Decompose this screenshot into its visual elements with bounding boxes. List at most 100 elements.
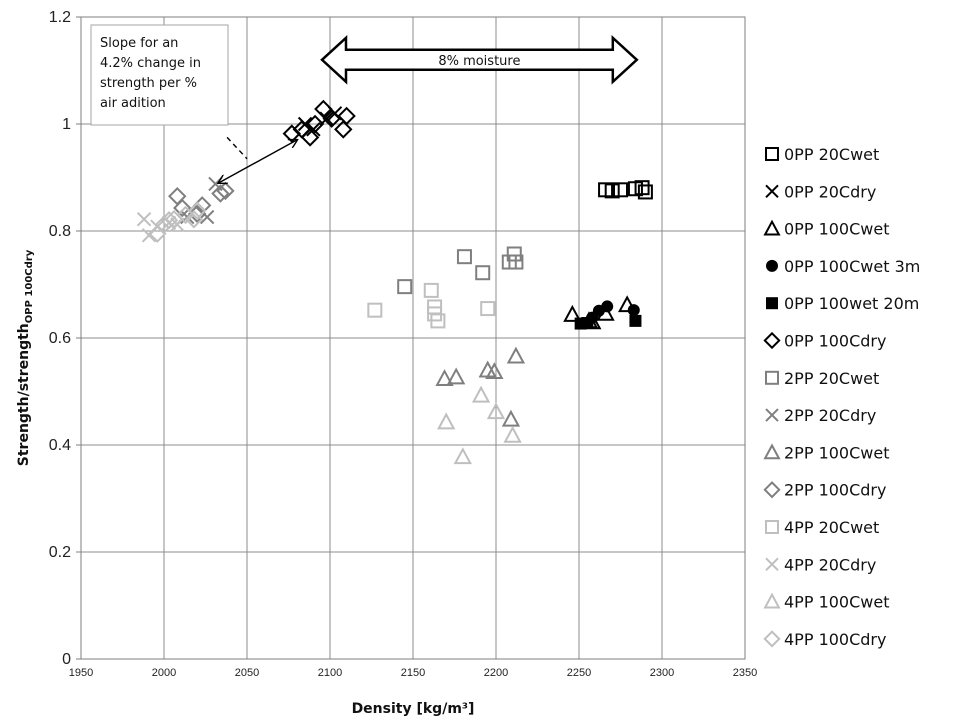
legend-label: 4PP 20Cwet bbox=[784, 518, 879, 537]
data-point bbox=[187, 204, 207, 224]
data-point bbox=[627, 304, 640, 317]
x-tick-label: 2300 bbox=[650, 667, 674, 679]
legend-marker bbox=[763, 630, 781, 648]
legend-entry: 0PP 20Cwet bbox=[765, 145, 879, 164]
legend-marker bbox=[763, 219, 781, 236]
data-point bbox=[506, 246, 522, 262]
y-axis-title-main: Strength/strength bbox=[16, 323, 32, 466]
data-point bbox=[173, 198, 192, 218]
series-0pp-100cdry bbox=[282, 99, 356, 147]
legend-label: 0PP 100Cwet bbox=[784, 220, 889, 239]
data-point bbox=[216, 181, 235, 201]
y-tick-label: 0.2 bbox=[49, 544, 71, 561]
legend-label: 2PP 100Cdry bbox=[784, 481, 886, 500]
legend-entry: 0PP 100Cwet 3m bbox=[766, 257, 920, 276]
data-point bbox=[305, 114, 325, 134]
series-2pp-100cwet bbox=[435, 346, 526, 427]
data-point bbox=[367, 302, 383, 318]
legend-marker bbox=[763, 592, 781, 609]
legend-marker bbox=[765, 370, 779, 385]
x-tick-label: 2250 bbox=[567, 667, 591, 679]
legend-entry: 4PP 100Cdry bbox=[763, 630, 886, 649]
legend-label: 4PP 100Cwet bbox=[784, 593, 889, 612]
legend-entry: 0PP 100wet 20m bbox=[766, 294, 919, 313]
legend-entry: 4PP 20Cwet bbox=[765, 518, 879, 537]
data-point bbox=[581, 317, 594, 330]
series-2pp-20cwet bbox=[397, 246, 524, 295]
legend-entry: 2PP 20Cwet bbox=[765, 369, 879, 388]
data-point bbox=[453, 447, 472, 465]
y-tick-label: 0.4 bbox=[49, 437, 71, 454]
data-point bbox=[314, 99, 333, 119]
slope-annotation-line: strength per % bbox=[100, 76, 197, 91]
data-point bbox=[456, 249, 472, 265]
data-point bbox=[447, 367, 466, 385]
data-point bbox=[617, 295, 637, 313]
legend-marker bbox=[765, 408, 779, 422]
legend-marker bbox=[766, 259, 778, 272]
annotations: Slope for an 4.2% change in strength per %… bbox=[90, 24, 639, 183]
legend-label: 2PP 20Cwet bbox=[784, 369, 879, 388]
y-tick-label: 1 bbox=[62, 116, 71, 133]
series-4pp-100cwet bbox=[437, 385, 522, 465]
data-point bbox=[423, 282, 439, 298]
slope-annotation-line: 4.2% change in bbox=[100, 56, 201, 71]
legend-entry: 2PP 100Cwet bbox=[763, 443, 889, 462]
legend-marker bbox=[765, 184, 779, 199]
legend-marker bbox=[763, 481, 781, 499]
data-point bbox=[397, 279, 413, 295]
series-0pp-20cwet bbox=[598, 180, 653, 200]
moisture-arrow-label: 8% moisture bbox=[438, 54, 520, 69]
data-point bbox=[322, 109, 341, 128]
legend: 0PP 20Cwet 0PP 20Cdry 0PP 100Cwet 0PP 100Cw… bbox=[763, 145, 920, 649]
data-point bbox=[300, 128, 320, 147]
x-axis-title: Density [kg/m³] bbox=[352, 701, 475, 717]
slope-annotation-line: Slope for an bbox=[100, 36, 178, 51]
data-point bbox=[334, 120, 353, 139]
data-point bbox=[563, 304, 582, 322]
y-axis-ticks: 0 0.2 0.4 0.6 0.8 1 1.2 bbox=[49, 9, 81, 668]
slope-annotation-line: air adition bbox=[100, 96, 166, 111]
moisture-block-arrow bbox=[320, 34, 639, 85]
data-point bbox=[435, 369, 454, 387]
slope-double-arrow bbox=[219, 140, 297, 183]
legend-entry: 4PP 100Cwet bbox=[763, 592, 889, 612]
data-point bbox=[601, 300, 614, 313]
legend-entry: 0PP 100Cdry bbox=[763, 331, 886, 351]
data-point bbox=[187, 201, 207, 220]
data-point bbox=[637, 184, 653, 200]
legend-label: 0PP 20Cdry bbox=[784, 182, 876, 201]
legend-label: 2PP 100Cwet bbox=[784, 443, 889, 462]
data-point bbox=[501, 409, 521, 427]
x-tick-label: 1950 bbox=[69, 667, 93, 679]
x-tick-label: 2150 bbox=[401, 667, 425, 679]
data-point bbox=[613, 182, 628, 198]
data-point bbox=[480, 301, 496, 317]
data-point bbox=[430, 313, 446, 329]
y-axis-title: Strength/strengthOPP 100Cdry bbox=[16, 249, 35, 466]
legend-entry: 4PP 20Cdry bbox=[765, 555, 876, 574]
data-point bbox=[437, 412, 456, 430]
y-axis-title-subscript: OPP 100Cdry bbox=[24, 249, 35, 323]
data-point bbox=[136, 212, 152, 227]
x-axis-ticks: 1950 2000 2050 2100 2150 2200 2250 2300 2350 bbox=[69, 667, 757, 679]
data-point bbox=[634, 180, 650, 196]
data-point bbox=[337, 106, 356, 126]
legend-label: 0PP 100wet 20m bbox=[784, 294, 919, 313]
data-point bbox=[211, 184, 230, 203]
data-series bbox=[136, 99, 653, 465]
data-point bbox=[475, 265, 491, 281]
slope-annotation-box bbox=[90, 24, 229, 126]
data-point bbox=[485, 362, 504, 380]
data-point bbox=[604, 183, 620, 199]
legend-marker bbox=[763, 331, 781, 350]
data-point bbox=[471, 385, 491, 403]
series-4pp-20cwet bbox=[367, 282, 496, 329]
x-tick-label: 2100 bbox=[318, 667, 342, 679]
y-tick-label: 1.2 bbox=[49, 9, 71, 26]
legend-marker bbox=[766, 297, 778, 310]
legend-label: 4PP 20Cdry bbox=[784, 555, 876, 574]
y-tick-label: 0.6 bbox=[49, 330, 71, 347]
legend-marker bbox=[763, 443, 781, 460]
x-tick-label: 2200 bbox=[484, 667, 508, 679]
